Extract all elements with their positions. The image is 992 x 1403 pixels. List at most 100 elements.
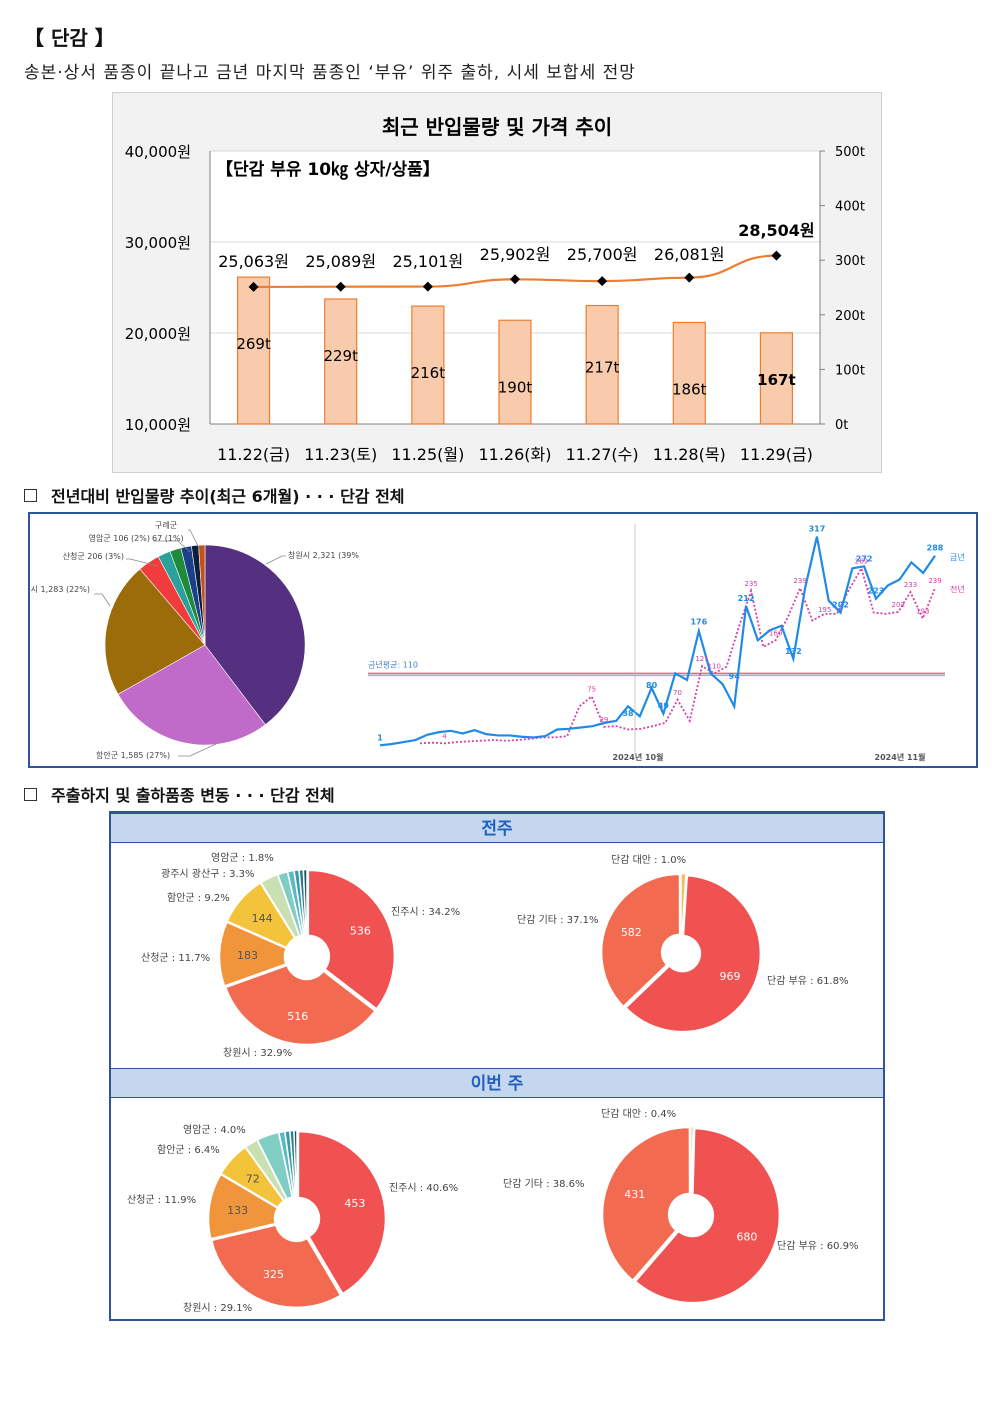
pie-slice-shape xyxy=(624,874,762,1033)
pie-slice-label: 영암군 : 4.0% xyxy=(183,1124,246,1136)
pie-slice-value: 536 xyxy=(350,925,371,938)
pie-slice xyxy=(307,869,396,1010)
prev-year-point-label: 269 xyxy=(855,557,868,565)
price-label: 26,081원 xyxy=(654,245,725,264)
price-label: 25,902원 xyxy=(480,245,551,264)
pie-slice-value: 72 xyxy=(246,1172,260,1185)
pie-slice-label: 창원시 2,321 (39%) xyxy=(288,551,360,560)
pie-slice-value: 431 xyxy=(624,1188,645,1201)
pie-slice-value: 144 xyxy=(252,912,273,925)
yoy-volume-line-chart: 금년평균: 110 1 80 49 176 212 132 317 202 272 223 288 94… xyxy=(368,524,965,762)
price-label: 25,700원 xyxy=(567,245,638,264)
x-category-label: 11.25(월) xyxy=(391,445,464,464)
prev-year-point-label: 193 xyxy=(916,608,929,616)
legend-prev-year: 전년 xyxy=(950,584,965,594)
this-year-point-label: 49 xyxy=(658,702,670,711)
volume-bar xyxy=(236,276,271,425)
right-tick-label: 0t xyxy=(835,418,848,433)
pie-slice xyxy=(210,1224,342,1309)
this-year-point-label: 1 xyxy=(377,733,383,742)
pie-slice-shape xyxy=(680,872,687,935)
prev-year-point-label: 235 xyxy=(744,580,757,588)
pie-leader-line xyxy=(178,743,217,757)
x-category-label: 11.27(수) xyxy=(566,445,639,464)
pie-slice-value: 453 xyxy=(344,1197,365,1210)
legend-this-year: 금년 xyxy=(950,552,965,562)
pie-leader-line xyxy=(126,558,159,567)
pie-slice-label: 산청군 : 11.9% xyxy=(127,1194,196,1206)
pie-slice xyxy=(600,873,681,1008)
pie-leader-line xyxy=(154,540,191,553)
pie-slice-label: 단감 기타 : 38.6% xyxy=(503,1178,584,1190)
pie-slice xyxy=(198,544,206,646)
right-tick-label: 300t xyxy=(835,254,865,269)
pie-slice xyxy=(680,872,687,935)
price-label: 25,089원 xyxy=(305,252,376,271)
pie-leader-line xyxy=(265,555,286,565)
this-year-point-label: 223 xyxy=(868,587,885,596)
prev-year-point-label: 29 xyxy=(599,716,608,724)
pie-slice-shape xyxy=(601,1126,691,1282)
pie-slice-shape xyxy=(307,869,396,1010)
section-heading-text: 주출하지 및 출하품종 변동 · · · 단감 전체 xyxy=(51,786,335,805)
pie-slice-label: 광주시 광산구 : 3.3% xyxy=(161,868,255,880)
right-tick-label: 100t xyxy=(835,363,865,378)
left-tick-label: 40,000원 xyxy=(125,143,191,161)
this-year-point-label: 272 xyxy=(856,554,873,563)
pie-slice-label: 산청군 : 11.7% xyxy=(141,952,210,964)
pie-slice-shape xyxy=(600,873,681,1008)
pie-slice-value: 680 xyxy=(736,1231,757,1244)
pie-slice-label: 함안군 : 6.4% xyxy=(157,1144,220,1156)
pie-slice-label: 67 (1%) xyxy=(152,534,184,543)
pie-slice-label: 단감 대안 : 0.4% xyxy=(601,1108,676,1120)
average-label: 금년평균: 110 xyxy=(368,659,418,669)
price-marker xyxy=(597,276,608,287)
volume-bar-label: 216t xyxy=(411,364,446,382)
this-year-line xyxy=(379,536,936,747)
section-heading-trend: 전년대비 반입물량 추이(최근 6개월) · · · 단감 전체 xyxy=(24,483,405,507)
price-marker xyxy=(510,274,520,285)
pie-slice-label: 창원시 : 32.9% xyxy=(223,1047,292,1059)
prev-year-point-label: 75 xyxy=(587,685,596,693)
this-year-point-label: 202 xyxy=(832,601,849,610)
left-tick-label: 10,000원 xyxy=(125,416,191,434)
volume-bar-label: 186t xyxy=(672,380,707,398)
this-year-point-label: 38 xyxy=(622,709,634,718)
pie-slice xyxy=(207,1173,279,1240)
prev-week-variety-pie: 969 단감 부유 : 61.8% 582 단감 기타 : 37.1% 단감 대안 : … xyxy=(517,854,848,1033)
pie-slice-value: 183 xyxy=(237,949,258,962)
pie-slice-label: 단감 부유 : 61.8% xyxy=(767,975,848,987)
price-label: 28,504원 xyxy=(738,221,814,240)
volume-bar xyxy=(585,304,619,425)
pie-slice-label: 진주시 : 40.6% xyxy=(389,1182,458,1194)
price-marker xyxy=(248,281,259,292)
pie-slice-shape xyxy=(218,921,288,987)
prev-week-region-pie: 536 진주시 : 34.2% 516 창원시 : 32.9% 183 산청군 : 11.… xyxy=(141,852,460,1059)
chart-title: 최근 반입물량 및 가격 추이 xyxy=(382,115,612,139)
price-marker xyxy=(771,250,782,261)
pie-slice-label: 함안군 : 9.2% xyxy=(167,892,230,904)
prev-year-point-label: 239 xyxy=(793,577,806,585)
left-tick-label: 20,000원 xyxy=(125,325,191,343)
pie-slice-label: 진주시 1,283 (22%) xyxy=(30,584,90,594)
pie-slice-shape xyxy=(210,1224,342,1309)
prev-year-point-label: 4 xyxy=(442,732,447,740)
prev-year-point-label: 239 xyxy=(928,577,941,585)
this-week-region-pie: 453 진주시 : 40.6% 325 창원시 : 29.1% 133 산청군 : 11.… xyxy=(127,1124,458,1314)
pie-slice-shape xyxy=(297,1130,387,1295)
pie-slice-value: 969 xyxy=(719,970,740,983)
pie-slice xyxy=(293,1129,298,1198)
pie-slice xyxy=(297,1130,387,1295)
price-marker xyxy=(684,272,695,283)
chart-subtitle: 【단감 부유 10㎏ 상자/상품】 xyxy=(216,159,440,181)
prev-year-point-label: 110 xyxy=(708,662,721,670)
price-label: 25,063원 xyxy=(218,252,289,271)
pie-slice xyxy=(302,868,308,936)
prev-year-point-label: 233 xyxy=(904,581,917,589)
section-title: 【 단감 】 xyxy=(24,26,115,50)
volume-bar xyxy=(411,305,445,425)
x-category-label: 11.28(목) xyxy=(653,445,726,464)
pie-slice-label: 단감 부유 : 60.9% xyxy=(777,1240,858,1252)
right-tick-label: 200t xyxy=(835,309,865,324)
right-tick-label: 400t xyxy=(835,200,865,215)
